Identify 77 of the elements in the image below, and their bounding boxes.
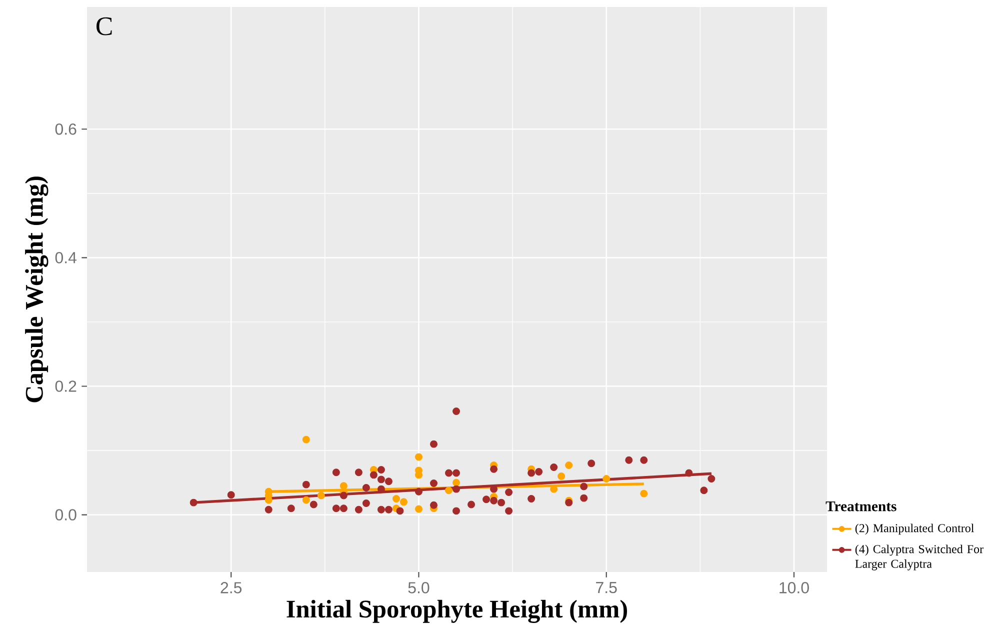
x-tick-label: 7.5 [596,582,617,594]
point [370,471,378,479]
x-tick-label: 5.0 [408,582,430,594]
y-axis-title: Capsule Weight (mg) [25,176,48,402]
point [362,499,370,507]
point [535,468,543,476]
y-tick-label: 0.0 [55,509,76,520]
point [302,436,310,444]
point [354,506,362,514]
point [445,486,452,494]
point [550,463,558,471]
point [332,504,340,512]
legend-title: Treatments [826,502,896,512]
point [640,490,648,498]
x-axis-title: Initial Sporophyte Height (mm) [286,600,627,624]
x-tick-label: 2.5 [220,582,242,594]
point [528,469,536,477]
point [430,440,438,448]
point [468,500,476,508]
point [340,482,348,490]
x-tick-label: 10.0 [780,582,809,594]
point [490,496,498,504]
point [708,475,716,483]
point [452,408,460,416]
point [317,492,325,500]
point [377,476,385,484]
point [302,496,310,504]
point [362,484,370,492]
point [384,506,392,514]
point [430,501,438,509]
y-tick-label: 0.4 [55,252,76,264]
point [452,485,460,493]
point [558,472,566,480]
point [505,507,513,515]
point [580,482,588,490]
legend-label: (2) Manipulated Control [855,524,974,535]
point [302,480,310,488]
point [685,469,693,477]
point [227,491,235,499]
point [528,494,536,502]
point [310,500,318,508]
point [430,480,438,488]
point [452,507,460,515]
point [414,505,422,513]
point [377,506,385,514]
point [190,498,198,506]
point [392,494,400,502]
point [490,465,498,473]
point [287,504,295,512]
y-tick-label: 0.6 [55,123,76,135]
point [602,475,610,483]
point [498,498,506,506]
point [505,488,513,496]
point [340,492,348,500]
point [452,469,460,477]
point [414,488,422,496]
point [400,498,408,506]
point [414,453,422,461]
point [700,486,708,494]
point [482,496,490,504]
annotation: C [96,17,112,36]
point [445,469,452,477]
point [565,462,573,470]
point [354,468,362,476]
point [625,456,633,464]
legend-label: (4) Calyptra Switched For Larger Calyptra [855,544,984,570]
point [377,466,385,474]
y-tick-label: 0.2 [55,380,76,392]
point [396,507,404,515]
point [340,504,348,512]
point [640,456,648,464]
point [580,494,588,502]
point [384,478,392,486]
point [588,460,596,468]
point [332,468,340,476]
point [264,506,272,514]
point [452,478,460,486]
